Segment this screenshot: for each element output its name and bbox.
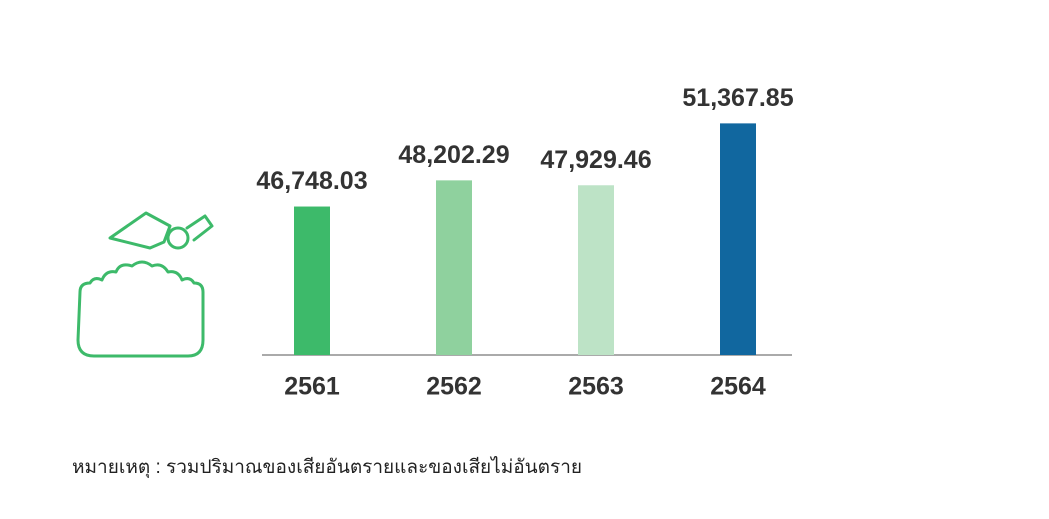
bar <box>720 123 756 356</box>
x-tick-label: 2561 <box>284 373 340 401</box>
value-label: 48,202.29 <box>398 141 509 169</box>
value-label: 51,367.85 <box>682 84 793 112</box>
x-tick-label: 2563 <box>568 373 624 401</box>
x-tick-label: 2564 <box>710 373 766 401</box>
bar <box>578 185 614 355</box>
note: หมายเหตุ : รวมปริมาณของเสียอันตรายและของ… <box>72 456 582 479</box>
icon <box>76 211 214 358</box>
bar <box>436 180 472 355</box>
value-label: 47,929.46 <box>540 146 651 174</box>
bar <box>294 206 330 355</box>
value-label: 46,748.03 <box>256 167 367 195</box>
x-tick-label: 2562 <box>426 373 482 401</box>
